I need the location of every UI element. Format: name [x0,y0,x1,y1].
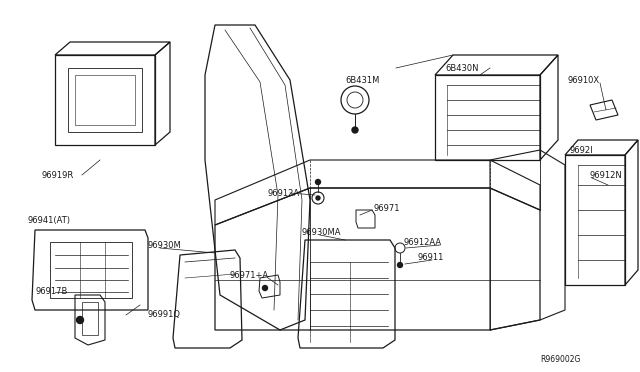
Text: 9692I: 9692I [570,145,594,154]
Text: 96930MA: 96930MA [302,228,342,237]
Circle shape [77,317,83,324]
Circle shape [316,180,321,185]
Circle shape [262,285,268,291]
Text: 96911: 96911 [418,253,444,263]
Text: 96971: 96971 [374,203,401,212]
Circle shape [316,196,320,200]
Text: 96930M: 96930M [148,241,182,250]
Text: 96971+A: 96971+A [230,270,269,279]
Text: 96919R: 96919R [42,170,74,180]
Text: 96912N: 96912N [590,170,623,180]
Text: 6B430N: 6B430N [445,64,479,73]
Text: 6B431M: 6B431M [345,76,380,84]
Text: R969002G: R969002G [540,356,580,365]
Text: 96912A: 96912A [268,189,300,198]
Text: 96910X: 96910X [568,76,600,84]
Text: 96941(AT): 96941(AT) [28,215,71,224]
Text: 96991Q: 96991Q [148,311,181,320]
Text: 96917B: 96917B [35,288,67,296]
Text: 96912AA: 96912AA [404,237,442,247]
Circle shape [397,263,403,267]
Circle shape [352,127,358,133]
